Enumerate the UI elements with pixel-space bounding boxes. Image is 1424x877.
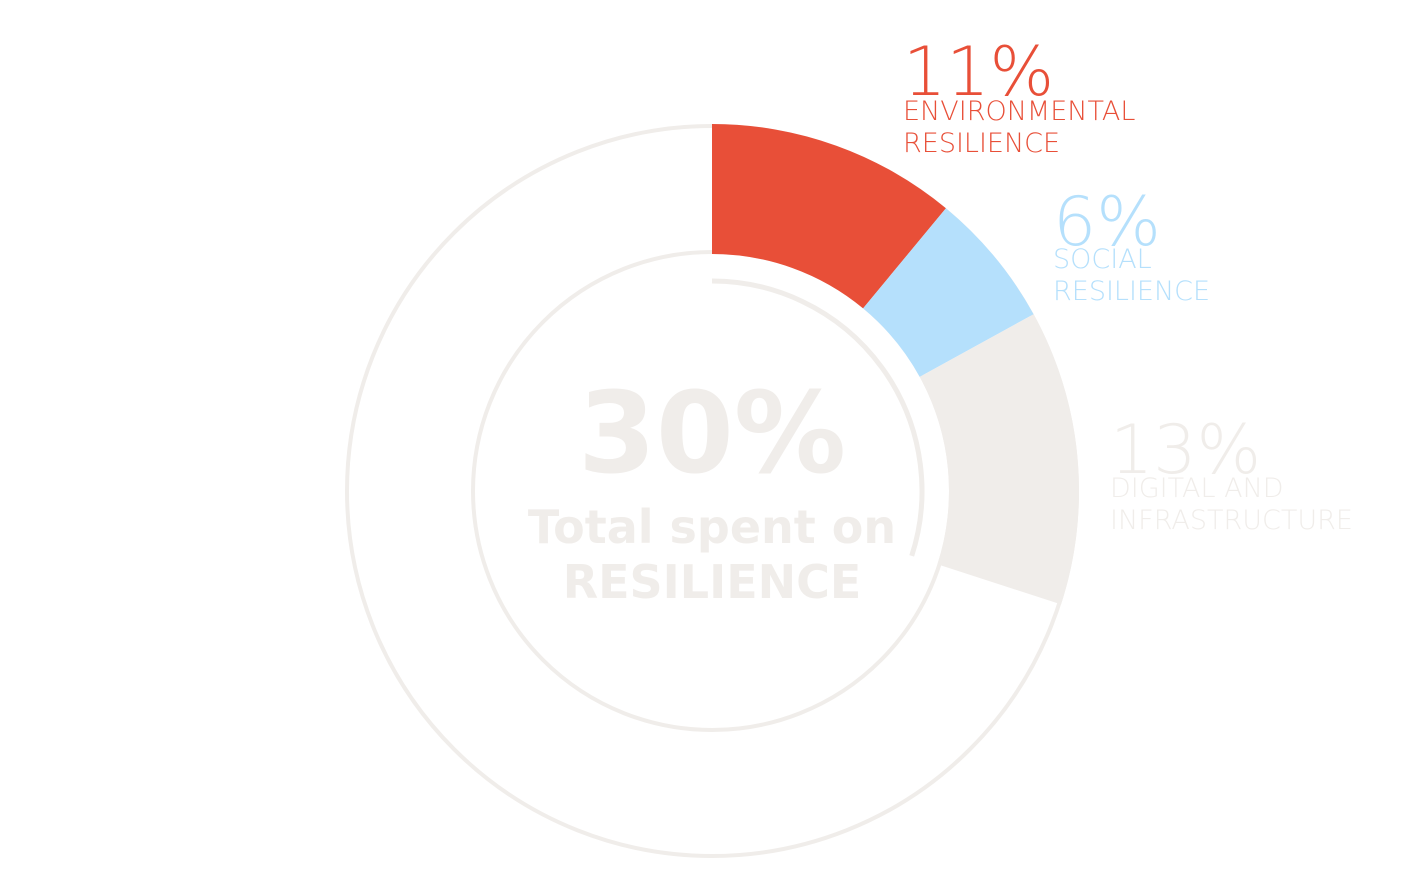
category-label: RESILIENCE xyxy=(903,128,1060,159)
category-label: SOCIAL xyxy=(1053,244,1152,275)
category-label: RESILIENCE xyxy=(1053,276,1210,307)
center-text: RESILIENCE xyxy=(563,555,862,609)
category-label: DIGITAL AND xyxy=(1110,473,1284,504)
value-label: 13% xyxy=(1110,411,1261,490)
donut-segment xyxy=(863,208,1034,377)
donut-segment xyxy=(712,124,946,309)
donut-segment xyxy=(919,314,1079,605)
category-label: ENVIRONMENTAL xyxy=(903,96,1135,127)
center-text: Total spent on xyxy=(528,500,896,554)
value-label: 6% xyxy=(1053,183,1161,262)
category-label: INFRASTRUCTURE xyxy=(1110,505,1353,536)
total-arc xyxy=(711,278,925,557)
value-label: 11% xyxy=(903,33,1054,112)
center-value: 30% xyxy=(578,369,846,499)
